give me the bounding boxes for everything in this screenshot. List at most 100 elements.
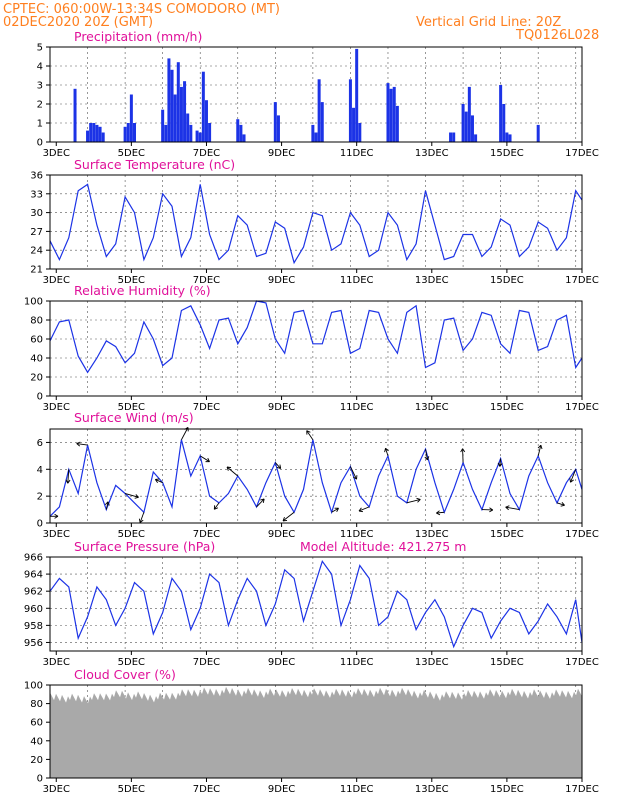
- wind-arrow-head: [497, 462, 503, 467]
- y-tick-label: 0: [37, 519, 43, 530]
- wind-arrow-head: [54, 513, 59, 519]
- precip-bar: [320, 102, 324, 142]
- y-tick-label: 4: [37, 465, 43, 476]
- precip-bar: [348, 79, 352, 142]
- precip-bar: [126, 123, 130, 142]
- x-tick-label: 5DEC: [118, 402, 145, 413]
- precip-bar: [189, 124, 193, 142]
- x-tick-label: 11DEC: [340, 402, 374, 413]
- wind-arrow-head: [134, 494, 139, 499]
- wind-arrow: [505, 506, 520, 511]
- x-tick-label: 9DEC: [268, 402, 295, 413]
- wind-arrow-head: [416, 497, 421, 503]
- precip-bar: [452, 132, 456, 142]
- plot-frame: [49, 684, 583, 779]
- y-tick-label: 1: [37, 119, 43, 130]
- plot-frame: [49, 46, 583, 143]
- wind-arrow: [124, 493, 139, 498]
- x-tick-label: 15DEC: [490, 148, 524, 159]
- x-tick-label: 15DEC: [490, 784, 524, 795]
- y-tick-label: 6: [37, 438, 43, 449]
- x-tick-label: 7DEC: [193, 402, 220, 413]
- wind-arrow-head: [424, 456, 430, 461]
- wind-arrow: [556, 502, 565, 506]
- wind-arrow: [155, 479, 163, 484]
- wind-arrow-head: [489, 507, 494, 513]
- header-grid-note: Vertical Grid Line: 20Z: [416, 15, 561, 30]
- wind-arrow: [213, 502, 220, 510]
- precip-bar: [179, 86, 183, 142]
- x-tick-label: 13DEC: [415, 657, 449, 668]
- x-tick-label: 17DEC: [565, 529, 599, 540]
- y-tick-label: 0: [37, 774, 43, 785]
- x-tick-label: 9DEC: [268, 657, 295, 668]
- series-line: [49, 183, 583, 265]
- x-tick-label: 17DEC: [565, 784, 599, 795]
- wind-arrow-head: [226, 466, 232, 471]
- y-tick-label: 2: [37, 492, 43, 503]
- wind-arrow: [256, 498, 265, 508]
- wind-arrow-head: [306, 430, 311, 435]
- y-tick-label: 3: [37, 81, 43, 92]
- precip-bar: [129, 94, 133, 142]
- x-tick-label: 7DEC: [193, 148, 220, 159]
- y-tick-label: 24: [30, 246, 43, 257]
- wind-arrow-head: [65, 479, 71, 484]
- x-tick-label: 7DEC: [193, 275, 220, 286]
- wind-arrow-head: [334, 507, 339, 512]
- wind-arrow: [306, 430, 314, 440]
- wind-arrow: [350, 466, 357, 480]
- y-tick-label: 0: [37, 392, 43, 403]
- wind-arrow: [331, 507, 339, 513]
- x-tick-label: 3DEC: [43, 402, 70, 413]
- x-tick-label: 13DEC: [415, 784, 449, 795]
- y-tick-label: 33: [30, 189, 43, 200]
- wind-arrow-head: [537, 444, 543, 450]
- x-tick-label: 17DEC: [565, 148, 599, 159]
- precip-bar: [98, 126, 102, 142]
- x-tick-label: 3DEC: [43, 275, 70, 286]
- wind-arrow-head: [282, 516, 288, 522]
- wind-arrow-head: [358, 507, 364, 513]
- wind-arrow-head: [138, 518, 144, 523]
- x-tick-label: 5DEC: [118, 529, 145, 540]
- wind-arrow: [385, 448, 389, 456]
- precip-bar: [502, 104, 506, 142]
- series-line: [49, 300, 583, 374]
- y-tick-label: 958: [24, 621, 43, 632]
- precip-bar: [505, 132, 509, 142]
- wind-arrow: [570, 469, 577, 483]
- wind-arrow: [425, 449, 428, 461]
- precip-bar: [499, 85, 503, 142]
- wind-arrow-head: [560, 502, 565, 507]
- precip-bar: [467, 86, 471, 142]
- x-tick-label: 5DEC: [118, 275, 145, 286]
- x-tick-label: 17DEC: [565, 657, 599, 668]
- wind-arrow-head: [76, 441, 81, 447]
- plot-frame: [49, 300, 583, 397]
- precip-bar: [123, 126, 127, 142]
- precip-bar: [186, 113, 190, 142]
- panel-title: Precipitation (mm/h): [74, 29, 202, 44]
- x-tick-label: 11DEC: [340, 148, 374, 159]
- wind-arrow-head: [205, 457, 210, 463]
- plot-frame: [49, 428, 583, 524]
- y-tick-label: 40: [30, 736, 43, 747]
- x-tick-label: 11DEC: [340, 529, 374, 540]
- y-tick-label: 80: [30, 699, 43, 710]
- x-tick-label: 5DEC: [118, 657, 145, 668]
- precip-bar: [311, 124, 315, 142]
- wind-arrow-head: [276, 464, 282, 469]
- panel-title: Surface Pressure (hPa): [74, 539, 215, 554]
- header-model-id: TQ0126L028: [515, 28, 599, 43]
- precip-bar: [101, 132, 105, 142]
- x-tick-label: 13DEC: [415, 402, 449, 413]
- x-tick-label: 3DEC: [43, 148, 70, 159]
- precip-bar: [273, 102, 277, 142]
- precip-bar: [276, 115, 280, 142]
- x-tick-label: 7DEC: [193, 784, 220, 795]
- y-tick-label: 100: [24, 681, 43, 692]
- precip-bar: [164, 124, 168, 142]
- x-tick-label: 7DEC: [193, 657, 220, 668]
- wind-arrow: [105, 501, 109, 510]
